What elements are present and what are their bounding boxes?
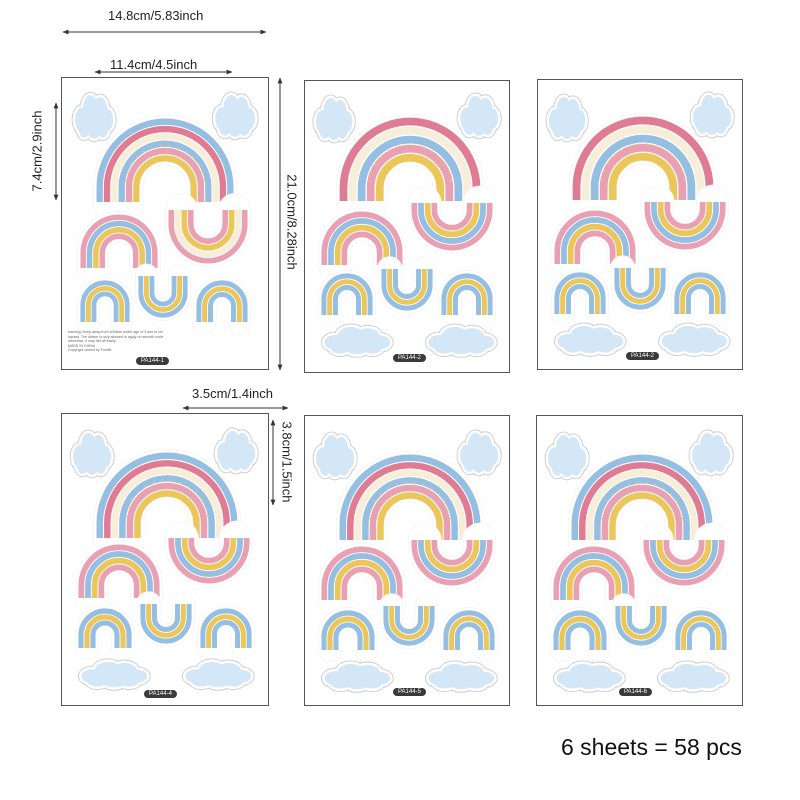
cloud-sticker-2 (456, 429, 502, 477)
small-rainbow-sticker-2 (407, 522, 497, 590)
small-rainbow-sticker-5 (437, 269, 497, 328)
small-rainbow-sticker-4 (610, 255, 670, 314)
rainbow-dots (368, 481, 452, 520)
small-rainbow-sticker-1 (74, 540, 164, 616)
cloud-sticker-2 (456, 92, 502, 140)
small-width-label: 3.5cm/1.4inch (192, 386, 273, 401)
sheet-1-fine-print: warning: Keep away from children under a… (68, 330, 163, 353)
small-rainbow-sticker-3 (74, 604, 136, 661)
rainbow-dots (124, 144, 206, 182)
small-rainbow-sticker-4 (379, 593, 439, 650)
small-rainbow-sticker-2 (640, 184, 730, 254)
bottom-cloud-sticker-2 (181, 658, 255, 691)
big-rainbow-sticker (91, 114, 238, 229)
sheet-3-code: PA144-2 (626, 352, 659, 360)
small-rainbow-sticker-1 (76, 210, 163, 285)
small-rainbow-sticker-5 (196, 604, 256, 661)
small-rainbow-sticker-5 (439, 606, 499, 663)
small-rainbow-sticker-2 (164, 520, 254, 588)
sheet-1-code: PA144-1 (136, 357, 169, 365)
bottom-cloud-sticker-2 (424, 660, 498, 693)
big-rainbow-sticker (335, 113, 485, 228)
small-rainbow-sticker-1 (317, 542, 407, 618)
sheet-5-stickers (312, 429, 502, 693)
small-rainbow-sticker-2 (407, 185, 497, 255)
small-rainbow-sticker-2 (639, 522, 729, 590)
cloud-sticker-1 (544, 431, 590, 481)
sheet-6-code: PA144-6 (619, 688, 652, 696)
sheet-2-stickers (312, 92, 502, 358)
small-rainbow-sticker-1 (317, 207, 407, 283)
big-rainbow-sticker (92, 448, 242, 565)
bottom-cloud-sticker-1 (553, 322, 627, 357)
rainbow-dots (125, 479, 209, 518)
cloud-sticker-2 (213, 427, 259, 475)
sticker-sheet-6: PA144-6 (536, 415, 743, 706)
sticker-sheet-4: PA144-4 (61, 413, 269, 706)
small-rainbow-sticker-4 (377, 256, 437, 315)
bottom-cloud-sticker-1 (320, 660, 394, 693)
cloud-sticker-1 (69, 429, 115, 479)
big-rainbow-sticker (335, 450, 485, 567)
small-rainbow-sticker-3 (317, 269, 377, 328)
bottom-cloud-sticker-1 (77, 658, 151, 691)
sheet-count-caption: 6 sheets = 58 pcs (561, 734, 742, 760)
sticker-sheet-3: PA144-2 (537, 79, 743, 370)
bottom-cloud-sticker-1 (320, 323, 394, 358)
small-rainbow-sticker-3 (550, 268, 610, 327)
rainbow-dots (600, 481, 684, 520)
sheet-1-stickers (71, 91, 259, 335)
small-rainbow-sticker-4 (136, 591, 196, 648)
small-rainbow-sticker-5 (671, 606, 731, 663)
sheet-4-stickers (69, 427, 259, 691)
cloud-sticker-1 (312, 431, 358, 481)
cloud-sticker-1 (312, 94, 356, 144)
sheet-6-stickers (544, 429, 734, 693)
rainbow-dots (601, 143, 685, 182)
cloud-sticker-2 (211, 91, 259, 141)
sheet-2-code: PA144-2 (393, 354, 426, 362)
small-rainbow-sticker-5 (192, 276, 252, 335)
small-height-label: 3.8cm/1.5inch (279, 421, 295, 503)
small-rainbow-sticker-2 (163, 192, 252, 268)
small-rainbow-sticker-3 (549, 606, 611, 663)
small-rainbow-sticker-1 (550, 206, 640, 282)
cloud-sticker-2 (689, 91, 735, 139)
rainbow-dots (368, 144, 452, 183)
small-rainbow-sticker-4 (611, 593, 671, 650)
sticker-sheet-5: PA144-5 (304, 415, 510, 706)
small-rainbow-sticker-4 (134, 263, 192, 322)
bottom-cloud-sticker-2 (657, 322, 731, 357)
sheet-5-code: PA144-5 (393, 688, 426, 696)
sticker-sheet-1: warning: Keep away from children under a… (61, 77, 269, 370)
art-width-label: 11.4cm/4.5inch (110, 57, 198, 72)
sticker-sheet-2: PA144-2 (304, 80, 510, 373)
cloud-sticker-2 (688, 429, 734, 477)
small-rainbow-sticker-5 (670, 268, 730, 327)
cloud-sticker-1 (545, 93, 589, 143)
bottom-cloud-sticker-1 (552, 660, 626, 693)
big-rainbow-sticker (567, 450, 717, 567)
sheet-3-stickers (545, 91, 735, 357)
sheet-height-label: 21.0cm/8.28inch (284, 174, 300, 270)
bottom-cloud-sticker-2 (424, 323, 498, 358)
cloud-sticker-1 (71, 91, 117, 143)
small-rainbow-sticker-3 (76, 276, 134, 335)
bottom-cloud-sticker-2 (656, 660, 730, 693)
total-width-label: 14.8cm/5.83inch (108, 8, 204, 23)
sheet-4-code: PA144-4 (144, 690, 177, 698)
small-rainbow-sticker-1 (549, 542, 639, 618)
big-rainbow-sticker (568, 112, 718, 227)
rainbow-height-label: 7.4cm/2.9inch (29, 110, 45, 192)
small-rainbow-sticker-3 (317, 606, 379, 663)
